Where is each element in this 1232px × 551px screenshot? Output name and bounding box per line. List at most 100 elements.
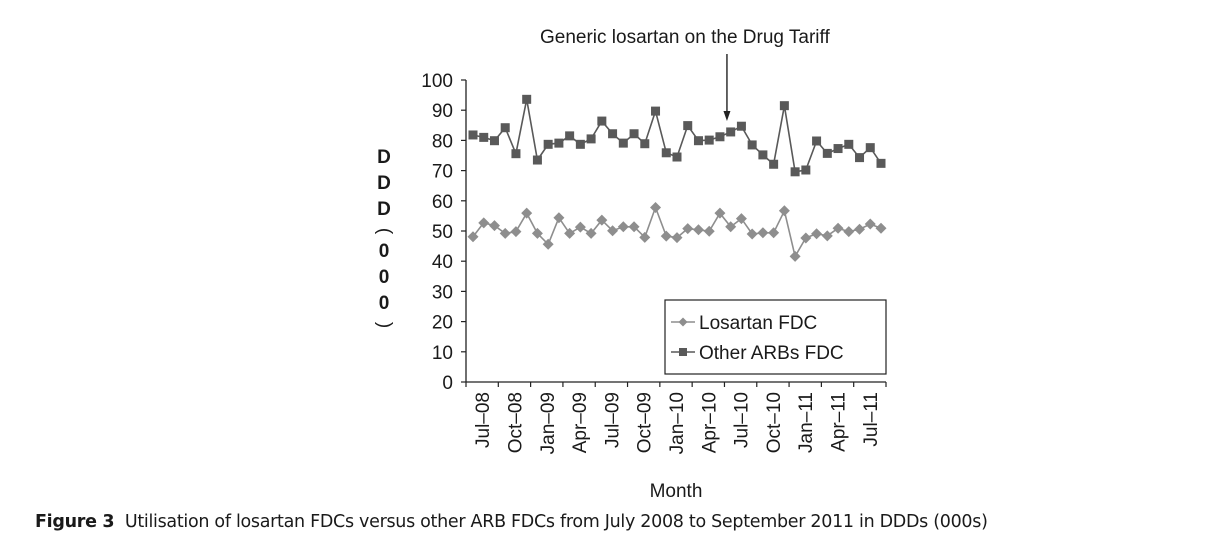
data-point-square xyxy=(855,153,865,163)
data-point-square xyxy=(844,139,854,149)
data-point-diamond xyxy=(692,224,704,236)
caption-text: Utilisation of losartan FDCs versus othe… xyxy=(124,512,988,532)
axes: 0 10 20 30 40 50 60 70 80 90 100 Jul–08 Oct–08 Jan–09… xyxy=(421,71,887,502)
data-point-square xyxy=(704,135,714,145)
data-point-diamond xyxy=(811,228,823,240)
data-point-square xyxy=(511,149,521,159)
data-point-square xyxy=(586,134,596,144)
data-point-square xyxy=(726,127,736,137)
x-tick-label: Jul–10 xyxy=(732,392,753,448)
series-losartan-fdc xyxy=(467,201,887,262)
legend-item: Losartan FDC xyxy=(671,313,817,334)
data-point-square xyxy=(812,136,822,146)
data-point-square xyxy=(575,139,585,149)
figure-caption: Figure 3 Utilisation of losartan FDCs ve… xyxy=(35,512,988,532)
x-axis-label: Month xyxy=(650,481,703,502)
y-tick-label: 30 xyxy=(432,282,453,303)
data-point-square xyxy=(522,94,532,104)
data-point-square xyxy=(683,121,693,131)
series-layer xyxy=(467,94,887,262)
x-tick-label: Apr–09 xyxy=(570,392,591,453)
data-point-diamond xyxy=(832,222,844,234)
y-axis-label-char: 0 xyxy=(378,267,390,288)
data-point-diamond xyxy=(800,232,812,244)
data-point-square xyxy=(876,158,886,168)
y-tick-label: 0 xyxy=(442,373,453,394)
x-tick-label: Jan–10 xyxy=(667,392,688,454)
y-tick-label: 40 xyxy=(432,252,453,273)
data-point-square xyxy=(565,131,575,141)
data-point-square xyxy=(822,148,832,158)
data-point-diamond xyxy=(875,222,887,234)
y-axis-label-char: 0 xyxy=(378,293,390,314)
y-tick-label: 60 xyxy=(432,192,453,213)
x-tick-label: Jan–09 xyxy=(538,392,559,454)
data-point-square xyxy=(608,129,618,139)
data-point-diamond xyxy=(778,205,790,217)
data-point-square xyxy=(779,101,789,111)
data-point-square xyxy=(693,136,703,146)
data-point-diamond xyxy=(467,231,479,243)
data-point-diamond xyxy=(703,225,715,237)
data-point-diamond xyxy=(650,201,662,213)
legend-marker-diamond xyxy=(678,317,688,327)
annotation: Generic losartan on the Drug Tariff xyxy=(540,27,830,121)
y-axis-label-char: D xyxy=(377,173,391,194)
data-point-diamond xyxy=(628,221,640,233)
data-point-diamond xyxy=(843,226,855,238)
y-axis-label: D D D(0 0 0) xyxy=(372,145,396,333)
x-tick-label: Apr–10 xyxy=(699,392,720,453)
data-point-square xyxy=(769,159,779,169)
data-point-square xyxy=(543,139,553,149)
y-axis-label-char: ( xyxy=(374,227,395,235)
line-chart: 0 10 20 30 40 50 60 70 80 90 100 Jul–08 Oct–08 Jan–09… xyxy=(421,27,887,502)
data-point-diamond xyxy=(768,227,780,239)
data-point-square xyxy=(758,150,768,160)
data-point-diamond xyxy=(757,227,769,239)
x-tick-label: Oct–08 xyxy=(505,392,526,453)
y-axis-label-char: D xyxy=(377,147,391,168)
data-point-diamond xyxy=(564,227,576,239)
data-point-square xyxy=(532,155,542,165)
y-tick-label: 90 xyxy=(432,101,453,122)
series-other-arbs-fdc xyxy=(468,94,886,177)
data-point-square xyxy=(500,123,510,133)
data-point-square xyxy=(651,106,661,116)
data-point-diamond xyxy=(499,227,511,239)
y-axis-label-char: D xyxy=(377,199,391,220)
x-tick-label: Jan–11 xyxy=(796,392,817,453)
data-point-square xyxy=(554,138,564,148)
data-point-square xyxy=(736,121,746,131)
legend-label: Other ARBs FDC xyxy=(699,343,844,364)
data-point-diamond xyxy=(725,221,737,233)
y-tick-label: 50 xyxy=(432,222,453,243)
data-point-diamond xyxy=(617,221,629,233)
data-point-diamond xyxy=(682,223,694,235)
data-point-diamond xyxy=(639,231,651,243)
y-axis-label-char: ) xyxy=(374,321,395,329)
data-point-diamond xyxy=(488,220,500,232)
annotation-text: Generic losartan on the Drug Tariff xyxy=(540,27,830,48)
data-point-diamond xyxy=(521,207,533,219)
legend-item: Other ARBs FDC xyxy=(671,343,844,364)
data-point-diamond xyxy=(854,223,866,235)
data-point-diamond xyxy=(531,227,543,239)
data-point-square xyxy=(715,132,725,142)
x-tick-label: Jul–11 xyxy=(861,392,882,447)
y-tick-label: 10 xyxy=(432,343,453,364)
data-point-diamond xyxy=(542,238,554,250)
data-point-diamond xyxy=(789,250,801,262)
data-point-diamond xyxy=(510,226,522,238)
legend-marker-square xyxy=(679,348,687,356)
y-tick-label: 100 xyxy=(421,71,453,92)
data-point-diamond xyxy=(735,213,747,225)
data-point-diamond xyxy=(553,212,565,224)
data-point-diamond xyxy=(864,218,876,230)
x-tick-label: Oct–10 xyxy=(764,392,785,453)
data-point-diamond xyxy=(478,217,490,229)
data-point-square xyxy=(790,167,800,177)
data-point-square xyxy=(489,136,499,146)
y-axis-label-char: 0 xyxy=(378,241,390,262)
data-point-square xyxy=(672,152,682,162)
data-point-square xyxy=(801,165,811,175)
